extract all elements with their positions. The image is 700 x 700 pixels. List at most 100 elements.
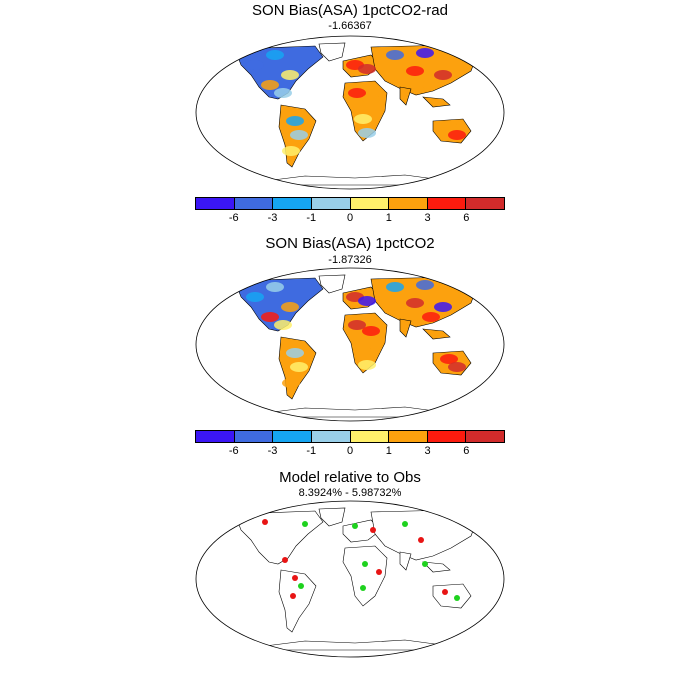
bias-field-south-america	[286, 348, 304, 358]
colorbar-swatch	[466, 198, 504, 209]
bias-field-north-america	[274, 88, 292, 98]
colorbar-tick-label: 6	[463, 445, 470, 457]
bias-field-south-america	[282, 146, 300, 156]
comparison-marker	[370, 527, 376, 533]
comparison-marker	[442, 589, 448, 595]
bias-field-asia	[434, 70, 452, 80]
continent-se-asia	[422, 96, 451, 108]
colorbar-swatch	[273, 431, 312, 442]
comparison-marker	[262, 519, 268, 525]
panel-3-title: Model relative to Obs	[279, 469, 421, 486]
colorbar-tick-label: -3	[267, 212, 278, 224]
bias-field-australia	[448, 362, 466, 372]
colorbar-tick-label: -3	[267, 445, 278, 457]
panel-2-map	[195, 267, 505, 422]
bias-field-australia	[440, 354, 458, 364]
bias-field-asia	[434, 302, 452, 312]
bias-field-africa	[362, 94, 380, 104]
bias-field-asia	[422, 80, 440, 90]
continent-africa	[342, 545, 388, 607]
colorbar-swatch	[273, 198, 312, 209]
panel-1-colorbar	[195, 197, 505, 210]
map-border	[195, 500, 505, 658]
comparison-marker	[282, 557, 288, 563]
bias-field-africa	[354, 346, 372, 356]
colorbar-tick-label: 3	[424, 212, 431, 224]
bias-field-south-america	[286, 116, 304, 126]
comparison-marker	[292, 575, 298, 581]
bias-field-asia	[386, 50, 404, 60]
continent-greenland	[318, 507, 346, 527]
bias-field-africa	[348, 320, 366, 330]
comparison-marker	[290, 593, 296, 599]
panel-2-colorbar	[195, 430, 505, 443]
colorbar-swatch	[350, 198, 390, 209]
comparison-marker	[298, 583, 304, 589]
colorbar-tick-label: 3	[424, 445, 431, 457]
panel-1-subtitle: -1.66367	[328, 20, 372, 32]
comparison-marker	[422, 561, 428, 567]
continent-north-america	[234, 510, 324, 565]
panel-1-map	[195, 35, 505, 190]
colorbar-tick-label: 0	[346, 212, 354, 224]
continent-asia	[370, 509, 478, 561]
colorbar-swatch	[389, 198, 428, 209]
bias-field-north-america	[261, 80, 279, 90]
comparison-marker	[376, 569, 382, 575]
comparison-marker	[360, 585, 366, 591]
colorbar-tick-label: -1	[306, 212, 317, 224]
colorbar-tick-label: 1	[385, 212, 392, 224]
colorbar-swatch	[196, 431, 235, 442]
bias-field-north-america	[246, 60, 264, 70]
colorbar-swatch	[350, 431, 390, 442]
colorbar-tick-label: -6	[228, 445, 239, 457]
colorbar-tick-label: 6	[463, 212, 470, 224]
comparison-marker	[454, 595, 460, 601]
bias-field-south-america	[290, 130, 308, 140]
colorbar-swatch	[234, 198, 274, 209]
comparison-marker	[402, 521, 408, 527]
bias-field-south-america	[290, 362, 308, 372]
bias-field-asia	[406, 66, 424, 76]
colorbar-swatch	[311, 198, 351, 209]
bias-field-australia	[440, 122, 458, 132]
bias-field-north-america	[281, 70, 299, 80]
panel-3-map	[195, 500, 505, 658]
continent-south-america	[278, 569, 317, 633]
colorbar-swatch	[311, 431, 351, 442]
bias-field-europe	[358, 296, 376, 306]
bias-field-africa	[348, 88, 366, 98]
bias-field-north-america	[266, 282, 284, 292]
colorbar-swatch	[427, 431, 467, 442]
panel-1-colorbar-ticks: -6 -3 -1 0 1 3 6	[195, 212, 505, 226]
bias-field-asia	[406, 298, 424, 308]
bias-field-north-america	[274, 320, 292, 330]
colorbar-tick-label: -1	[306, 445, 317, 457]
continent-india	[399, 318, 412, 338]
bias-field-asia	[386, 282, 404, 292]
colorbar-swatch	[234, 431, 274, 442]
colorbar-swatch	[389, 431, 428, 442]
continent-india	[399, 551, 412, 571]
continent-se-asia	[422, 328, 451, 340]
panel-3-subtitle: 8.3924% - 5.98732%	[298, 487, 402, 499]
colorbar-swatch	[427, 198, 467, 209]
continent-greenland	[318, 42, 346, 62]
bias-field-south-america	[282, 378, 300, 388]
map-border	[195, 35, 505, 190]
bias-field-asia	[422, 312, 440, 322]
colorbar-tick-label: 0	[346, 445, 354, 457]
bias-field-africa	[358, 128, 376, 138]
colorbar-tick-label: 1	[385, 445, 392, 457]
continent-india	[399, 86, 412, 106]
comparison-marker	[302, 521, 308, 527]
colorbar-tick-label: -6	[228, 212, 239, 224]
bias-field-north-america	[281, 302, 299, 312]
comparison-marker	[352, 523, 358, 529]
continent-se-asia	[422, 561, 451, 573]
panel-2-subtitle: -1.87326	[328, 254, 372, 266]
colorbar-swatch	[196, 198, 235, 209]
bias-field-north-america	[266, 50, 284, 60]
continent-greenland	[318, 274, 346, 294]
bias-field-australia	[448, 130, 466, 140]
